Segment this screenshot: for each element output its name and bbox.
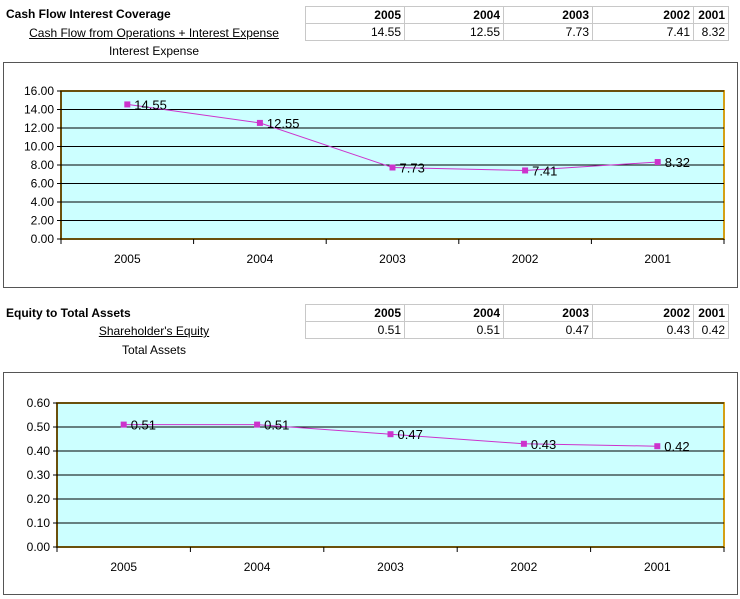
year-cell: 2004 [404, 304, 504, 322]
section1-denominator: Interest Expense [108, 44, 200, 58]
x-tick-label: 2003 [379, 252, 406, 266]
value-cell: 7.73 [503, 23, 593, 41]
year-cell: 2005 [305, 304, 405, 322]
value-cell: 0.51 [305, 321, 405, 339]
y-tick-label: 6.00 [31, 177, 55, 191]
y-tick-label: 14.00 [24, 103, 54, 117]
year-cell: 2003 [503, 304, 593, 322]
data-label: 0.42 [664, 439, 689, 454]
y-tick-label: 0.00 [27, 540, 51, 554]
y-tick-label: 16.00 [24, 84, 54, 98]
y-tick-label: 2.00 [31, 214, 55, 228]
data-point [520, 440, 527, 447]
year-cell: 2003 [503, 6, 593, 24]
data-point [120, 421, 127, 428]
year-cell: 2001 [693, 304, 729, 322]
chart-1-box: 0.00 2.00 4.00 6.00 8.00 10.00 12.00 14.00 16.00… [3, 62, 738, 288]
data-point [389, 164, 396, 171]
data-point [387, 431, 394, 438]
data-label: 7.41 [532, 163, 557, 178]
y-tick-label: 10.00 [24, 140, 54, 154]
data-point [522, 167, 529, 174]
year-cell: 2004 [404, 6, 504, 24]
y-tick-label: 4.00 [31, 195, 55, 209]
x-tick-label: 2005 [114, 252, 141, 266]
x-tick-label: 2001 [644, 560, 671, 574]
data-label: 14.55 [134, 97, 167, 112]
x-tick-label: 2001 [644, 252, 671, 266]
value-cell: 0.51 [404, 321, 504, 339]
y-tick-label: 0.20 [27, 492, 51, 506]
section2-denominator: Total Assets [121, 343, 187, 357]
data-label: 0.43 [531, 437, 556, 452]
data-label: 8.32 [665, 155, 690, 170]
y-tick-label: 8.00 [31, 158, 55, 172]
year-cell: 2005 [305, 6, 405, 24]
y-tick-label: 0.60 [27, 396, 51, 410]
data-label: 0.51 [264, 418, 289, 433]
data-label: 0.47 [398, 427, 423, 442]
value-cell: 8.32 [693, 23, 729, 41]
section1-title: Cash Flow Interest Coverage [6, 7, 171, 21]
data-label: 0.51 [131, 418, 156, 433]
section2-title: Equity to Total Assets [6, 306, 131, 320]
data-label: 12.55 [267, 116, 300, 131]
data-point [654, 443, 661, 450]
value-cell: 12.55 [404, 23, 504, 41]
x-tick-label: 2005 [110, 560, 137, 574]
x-tick-label: 2004 [247, 252, 274, 266]
value-cell: 0.43 [592, 321, 694, 339]
x-tick-label: 2002 [511, 560, 538, 574]
section2-numerator: Shareholder's Equity [98, 324, 210, 338]
section2-values-table: 2005 2004 2003 2002 2001 0.51 0.51 0.47 … [305, 304, 729, 339]
data-point [256, 119, 263, 126]
value-cell: 14.55 [305, 23, 405, 41]
year-cell: 2002 [592, 6, 694, 24]
value-cell: 7.41 [592, 23, 694, 41]
y-tick-label: 0.10 [27, 516, 51, 530]
y-tick-label: 0.40 [27, 444, 51, 458]
section1-numerator: Cash Flow from Operations + Interest Exp… [29, 26, 279, 40]
value-cell: 0.47 [503, 321, 593, 339]
chart-1: 0.00 2.00 4.00 6.00 8.00 10.00 12.00 14.00 16.00… [24, 84, 725, 266]
data-point [254, 421, 261, 428]
year-cell: 2001 [693, 6, 729, 24]
chart-2-box: 0.00 0.10 0.20 0.30 0.40 0.50 0.60 2005 2004 2003… [3, 372, 738, 595]
data-point [654, 159, 661, 166]
y-tick-label: 0.00 [31, 232, 55, 246]
data-label: 7.73 [400, 160, 425, 175]
y-tick-label: 0.30 [27, 468, 51, 482]
value-cell: 0.42 [693, 321, 729, 339]
section1-values-table: 2005 2004 2003 2002 2001 14.55 12.55 7.7… [305, 6, 729, 41]
x-tick-label: 2003 [377, 560, 404, 574]
y-tick-label: 0.50 [27, 420, 51, 434]
year-cell: 2002 [592, 304, 694, 322]
data-point [124, 101, 131, 108]
chart-2: 0.00 0.10 0.20 0.30 0.40 0.50 0.60 2005 2004 2003… [27, 396, 725, 574]
y-tick-label: 12.00 [24, 121, 54, 135]
x-tick-label: 2002 [512, 252, 539, 266]
x-tick-label: 2004 [244, 560, 271, 574]
